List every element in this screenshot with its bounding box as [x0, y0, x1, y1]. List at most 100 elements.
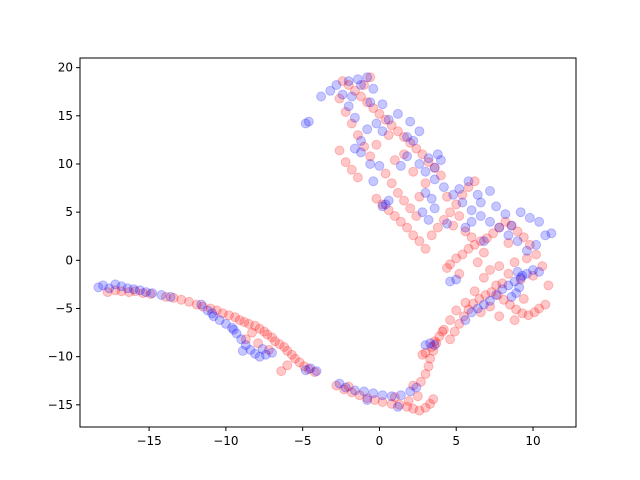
data-point: [349, 112, 360, 123]
data-point: [237, 345, 248, 356]
data-point: [394, 399, 405, 410]
data-point: [168, 292, 179, 303]
data-point: [247, 327, 257, 338]
data-point: [122, 283, 133, 294]
data-point: [184, 296, 194, 307]
data-point: [279, 342, 290, 352]
data-point: [383, 114, 394, 125]
data-point: [534, 303, 545, 314]
data-point: [518, 293, 529, 304]
data-point: [343, 381, 354, 392]
data-point: [434, 331, 445, 342]
data-point: [356, 135, 366, 146]
data-point: [141, 287, 151, 298]
data-point: [196, 299, 207, 310]
data-point: [426, 230, 437, 241]
data-point: [472, 303, 483, 314]
data-point: [460, 222, 471, 233]
data-point: [417, 207, 428, 218]
data-point: [270, 336, 280, 347]
data-point: [403, 396, 414, 406]
data-point: [339, 384, 350, 395]
data-point: [524, 239, 535, 250]
data-point: [488, 228, 499, 239]
data-point: [420, 166, 431, 177]
data-point: [426, 342, 437, 352]
data-point: [411, 143, 422, 154]
data-point: [408, 380, 419, 391]
data-point: [448, 189, 459, 200]
data-point: [546, 228, 557, 239]
data-point: [415, 376, 426, 387]
data-point: [377, 99, 388, 110]
data-point: [395, 390, 406, 401]
data-point: [389, 155, 400, 166]
data-point: [371, 139, 382, 150]
y-tick-label: −10: [48, 350, 73, 364]
data-point: [165, 291, 176, 302]
data-point: [228, 324, 239, 335]
data-point: [377, 397, 388, 407]
data-point: [521, 245, 532, 256]
data-point: [294, 357, 305, 368]
data-point: [98, 280, 108, 291]
data-point: [343, 101, 354, 112]
data-point: [457, 249, 468, 260]
data-point: [457, 189, 468, 200]
data-point: [208, 311, 219, 322]
data-point: [503, 268, 514, 279]
data-point: [399, 149, 409, 160]
data-point: [316, 91, 327, 102]
y-axis: −15 −10 −5 0 5 10 15 20: [48, 61, 80, 412]
data-point: [445, 276, 456, 287]
data-point: [466, 205, 477, 216]
data-point: [426, 193, 437, 204]
data-point: [282, 360, 293, 371]
data-point: [515, 272, 526, 283]
data-point: [466, 216, 477, 227]
data-point: [469, 239, 480, 250]
data-point: [445, 207, 456, 218]
data-point: [346, 91, 357, 102]
data-point: [423, 153, 434, 164]
data-point: [354, 390, 365, 401]
data-point: [485, 216, 495, 227]
data-point: [377, 126, 388, 137]
data-point: [383, 130, 394, 141]
data-point: [420, 178, 431, 189]
data-point: [402, 401, 413, 412]
data-point: [207, 308, 218, 319]
data-point: [445, 259, 456, 270]
data-point: [521, 253, 532, 264]
data-point: [395, 160, 406, 171]
data-point: [359, 80, 370, 90]
data-point: [460, 226, 471, 237]
data-point: [503, 230, 514, 241]
data-point: [485, 301, 495, 312]
data-point: [211, 305, 222, 316]
data-point: [128, 284, 139, 295]
data-point: [309, 367, 320, 378]
data-point: [500, 209, 511, 220]
data-point: [343, 76, 354, 87]
data-point: [509, 257, 520, 268]
data-point: [371, 118, 382, 129]
data-point: [485, 186, 495, 196]
data-point: [478, 272, 489, 283]
data-point: [300, 118, 311, 129]
data-point: [377, 201, 388, 212]
data-point: [346, 118, 357, 129]
data-point: [531, 239, 542, 250]
data-point: [411, 382, 422, 393]
data-point: [392, 187, 403, 198]
x-tick-label: −15: [136, 434, 161, 448]
data-point: [250, 348, 261, 359]
x-tick-label: 5: [452, 434, 460, 448]
data-point: [362, 97, 373, 108]
data-point: [386, 391, 397, 402]
data-point: [420, 347, 431, 358]
data-point: [343, 80, 354, 90]
data-point: [303, 116, 314, 127]
data-point: [267, 332, 277, 343]
y-tick-label: 20: [58, 61, 73, 75]
